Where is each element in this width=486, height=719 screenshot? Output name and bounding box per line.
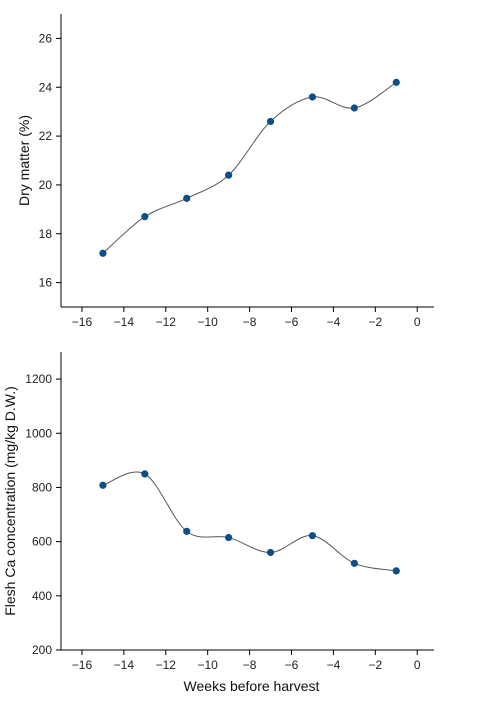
x-tick-label: −2 [368,658,382,672]
data-point [308,93,317,101]
data-point [350,104,358,112]
x-tick-label: −16 [72,658,93,672]
x-tick-label: −12 [156,658,177,672]
x-tick-label: −16 [72,315,93,329]
x-tick-label: 0 [414,315,421,329]
data-point [183,527,191,535]
series-line [102,471,397,572]
y-tick-label: 20 [39,178,53,192]
x-tick-label: −14 [114,315,135,329]
x-tick-label: −10 [198,315,219,329]
y-tick-label: 400 [32,589,52,603]
y-tick-label: 26 [39,31,53,45]
data-point [392,567,400,575]
data-point [99,249,107,257]
x-tick-label: −6 [285,658,299,672]
data-point [266,117,275,126]
y-tick-label: 16 [39,276,53,290]
x-tick-label: −2 [368,315,382,329]
y-tick-label: 22 [39,129,53,143]
flesh-ca-chart: 200 400 600 800 1000 1200 −16 −14 −12 −10 −8 −6 −4 −2… [2,352,434,694]
y-tick-label: 1000 [25,426,52,440]
x-tick-label: −4 [327,658,341,672]
y-tick-label: 800 [32,480,52,494]
dry-matter-chart: 16 18 20 22 24 26 −16 −14 −12 −10 −8 −6 −4 −2 0 Dry mat… [16,14,434,329]
y-tick-label: 24 [39,80,53,94]
x-tick-label: −10 [198,658,219,672]
data-point [141,213,149,221]
data-point [350,559,358,567]
y-axis-label: Flesh Ca concentration (mg/kg D.W.) [2,386,18,616]
x-tick-label: −14 [114,658,135,672]
y-tick-label: 600 [32,535,52,549]
data-point [266,548,275,557]
series-line [102,81,397,254]
data-point [392,78,400,86]
x-tick-label: −4 [327,315,341,329]
data-point [99,481,107,489]
y-axis-label: Dry matter (%) [16,115,32,206]
x-tick-label: −8 [243,658,257,672]
x-tick-label: −6 [285,315,299,329]
data-point [225,171,233,179]
x-tick-label: −8 [243,315,257,329]
x-axis-label: Weeks before harvest [184,678,320,694]
x-tick-label: 0 [414,658,421,672]
y-tick-label: 1200 [25,372,52,386]
data-point [183,194,191,202]
data-point [141,470,149,478]
data-point [225,533,233,542]
y-tick-label: 200 [32,643,52,657]
y-tick-label: 18 [39,227,53,241]
x-tick-label: −12 [156,315,177,329]
data-point [308,532,317,540]
